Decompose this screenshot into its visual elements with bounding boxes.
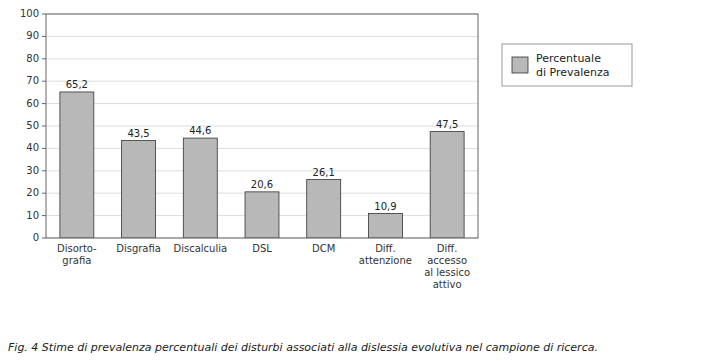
y-tick-label: 50 <box>26 120 39 131</box>
x-tick-label: Disorto-grafia <box>57 243 97 266</box>
caption: Fig. 4 Stime di prevalenza percentuali d… <box>8 341 598 354</box>
legend-swatch <box>512 57 528 73</box>
x-axis: Disorto-grafia Disgrafia Discalculia DSL DCM… <box>57 243 470 290</box>
data-label: 26,1 <box>313 167 335 178</box>
y-tick-label: 30 <box>26 165 39 176</box>
text-line: Diff. <box>437 243 458 254</box>
y-axis: 0 10 20 30 40 50 60 70 80 90 100 <box>20 8 46 243</box>
y-tick <box>42 14 46 15</box>
text-line: Disgrafia <box>116 243 161 254</box>
bar <box>122 141 156 238</box>
x-tick-label: DCM <box>312 243 335 254</box>
y-tick <box>42 58 46 59</box>
y-tick-label: 70 <box>26 75 39 86</box>
y-tick <box>42 193 46 194</box>
grid-line <box>46 170 478 171</box>
y-tick-label: 20 <box>26 187 39 198</box>
grid <box>46 14 478 238</box>
x-tick-label: Disgrafia <box>116 243 161 254</box>
y-tick <box>42 148 46 149</box>
plot-frame <box>46 14 478 238</box>
bar <box>307 180 341 238</box>
text-line: DCM <box>312 243 335 254</box>
y-tick <box>42 126 46 127</box>
grid-line <box>46 36 478 37</box>
data-label: 65,2 <box>66 79 88 90</box>
x-tick-label: Discalculia <box>173 243 227 254</box>
x-tick-label: DSL <box>252 243 272 254</box>
text-line: di Prevalenza <box>536 66 610 79</box>
y-tick <box>42 103 46 104</box>
y-tick-label: 40 <box>26 142 39 153</box>
y-tick-label: 0 <box>33 232 39 243</box>
grid-line <box>46 58 478 59</box>
grid-line <box>46 103 478 104</box>
legend-label: Percentualedi Prevalenza <box>536 52 610 79</box>
grid-line <box>46 126 478 127</box>
data-label: 44,6 <box>189 125 211 136</box>
grid-line <box>46 148 478 149</box>
legend: Percentualedi Prevalenza <box>502 44 632 86</box>
y-tick-label: 100 <box>20 8 39 19</box>
chart: 0 10 20 30 40 50 60 70 80 90 100 65,2 43,5 44,6 20,6 26… <box>0 0 706 361</box>
y-tick <box>42 36 46 37</box>
text-line: DSL <box>252 243 272 254</box>
data-label: 47,5 <box>436 119 458 130</box>
data-label: 20,6 <box>251 179 273 190</box>
y-tick-label: 60 <box>26 98 39 109</box>
text-line: Disorto- <box>57 243 97 254</box>
bar <box>60 92 94 238</box>
data-label: 43,5 <box>127 128 149 139</box>
text-line: attenzione <box>359 255 412 266</box>
data-labels: 65,2 43,5 44,6 20,6 26,1 10,9 47,5 <box>66 79 459 212</box>
data-label: 10,9 <box>374 201 396 212</box>
text-line: attivo <box>433 279 462 290</box>
text-line: Diff. <box>375 243 396 254</box>
bar <box>245 192 279 238</box>
y-tick-label: 80 <box>26 53 39 64</box>
bar <box>368 214 402 238</box>
text-line: al lessico <box>424 267 470 278</box>
x-tick-label: Diff.accessoal lessicoattivo <box>424 243 470 290</box>
y-tick <box>42 170 46 171</box>
y-tick-label: 10 <box>26 210 39 221</box>
bar <box>430 132 464 238</box>
text-line: grafia <box>62 255 91 266</box>
y-tick <box>42 81 46 82</box>
text-line: Percentuale <box>536 52 601 65</box>
x-tick-label: Diff.attenzione <box>359 243 412 266</box>
legend-frame <box>502 44 632 86</box>
text-line: accesso <box>427 255 467 266</box>
y-tick <box>42 238 46 239</box>
y-tick-label: 90 <box>26 30 39 41</box>
bars <box>60 92 464 238</box>
bar <box>183 138 217 238</box>
y-tick <box>42 215 46 216</box>
text-line: Discalculia <box>173 243 227 254</box>
grid-line <box>46 81 478 82</box>
